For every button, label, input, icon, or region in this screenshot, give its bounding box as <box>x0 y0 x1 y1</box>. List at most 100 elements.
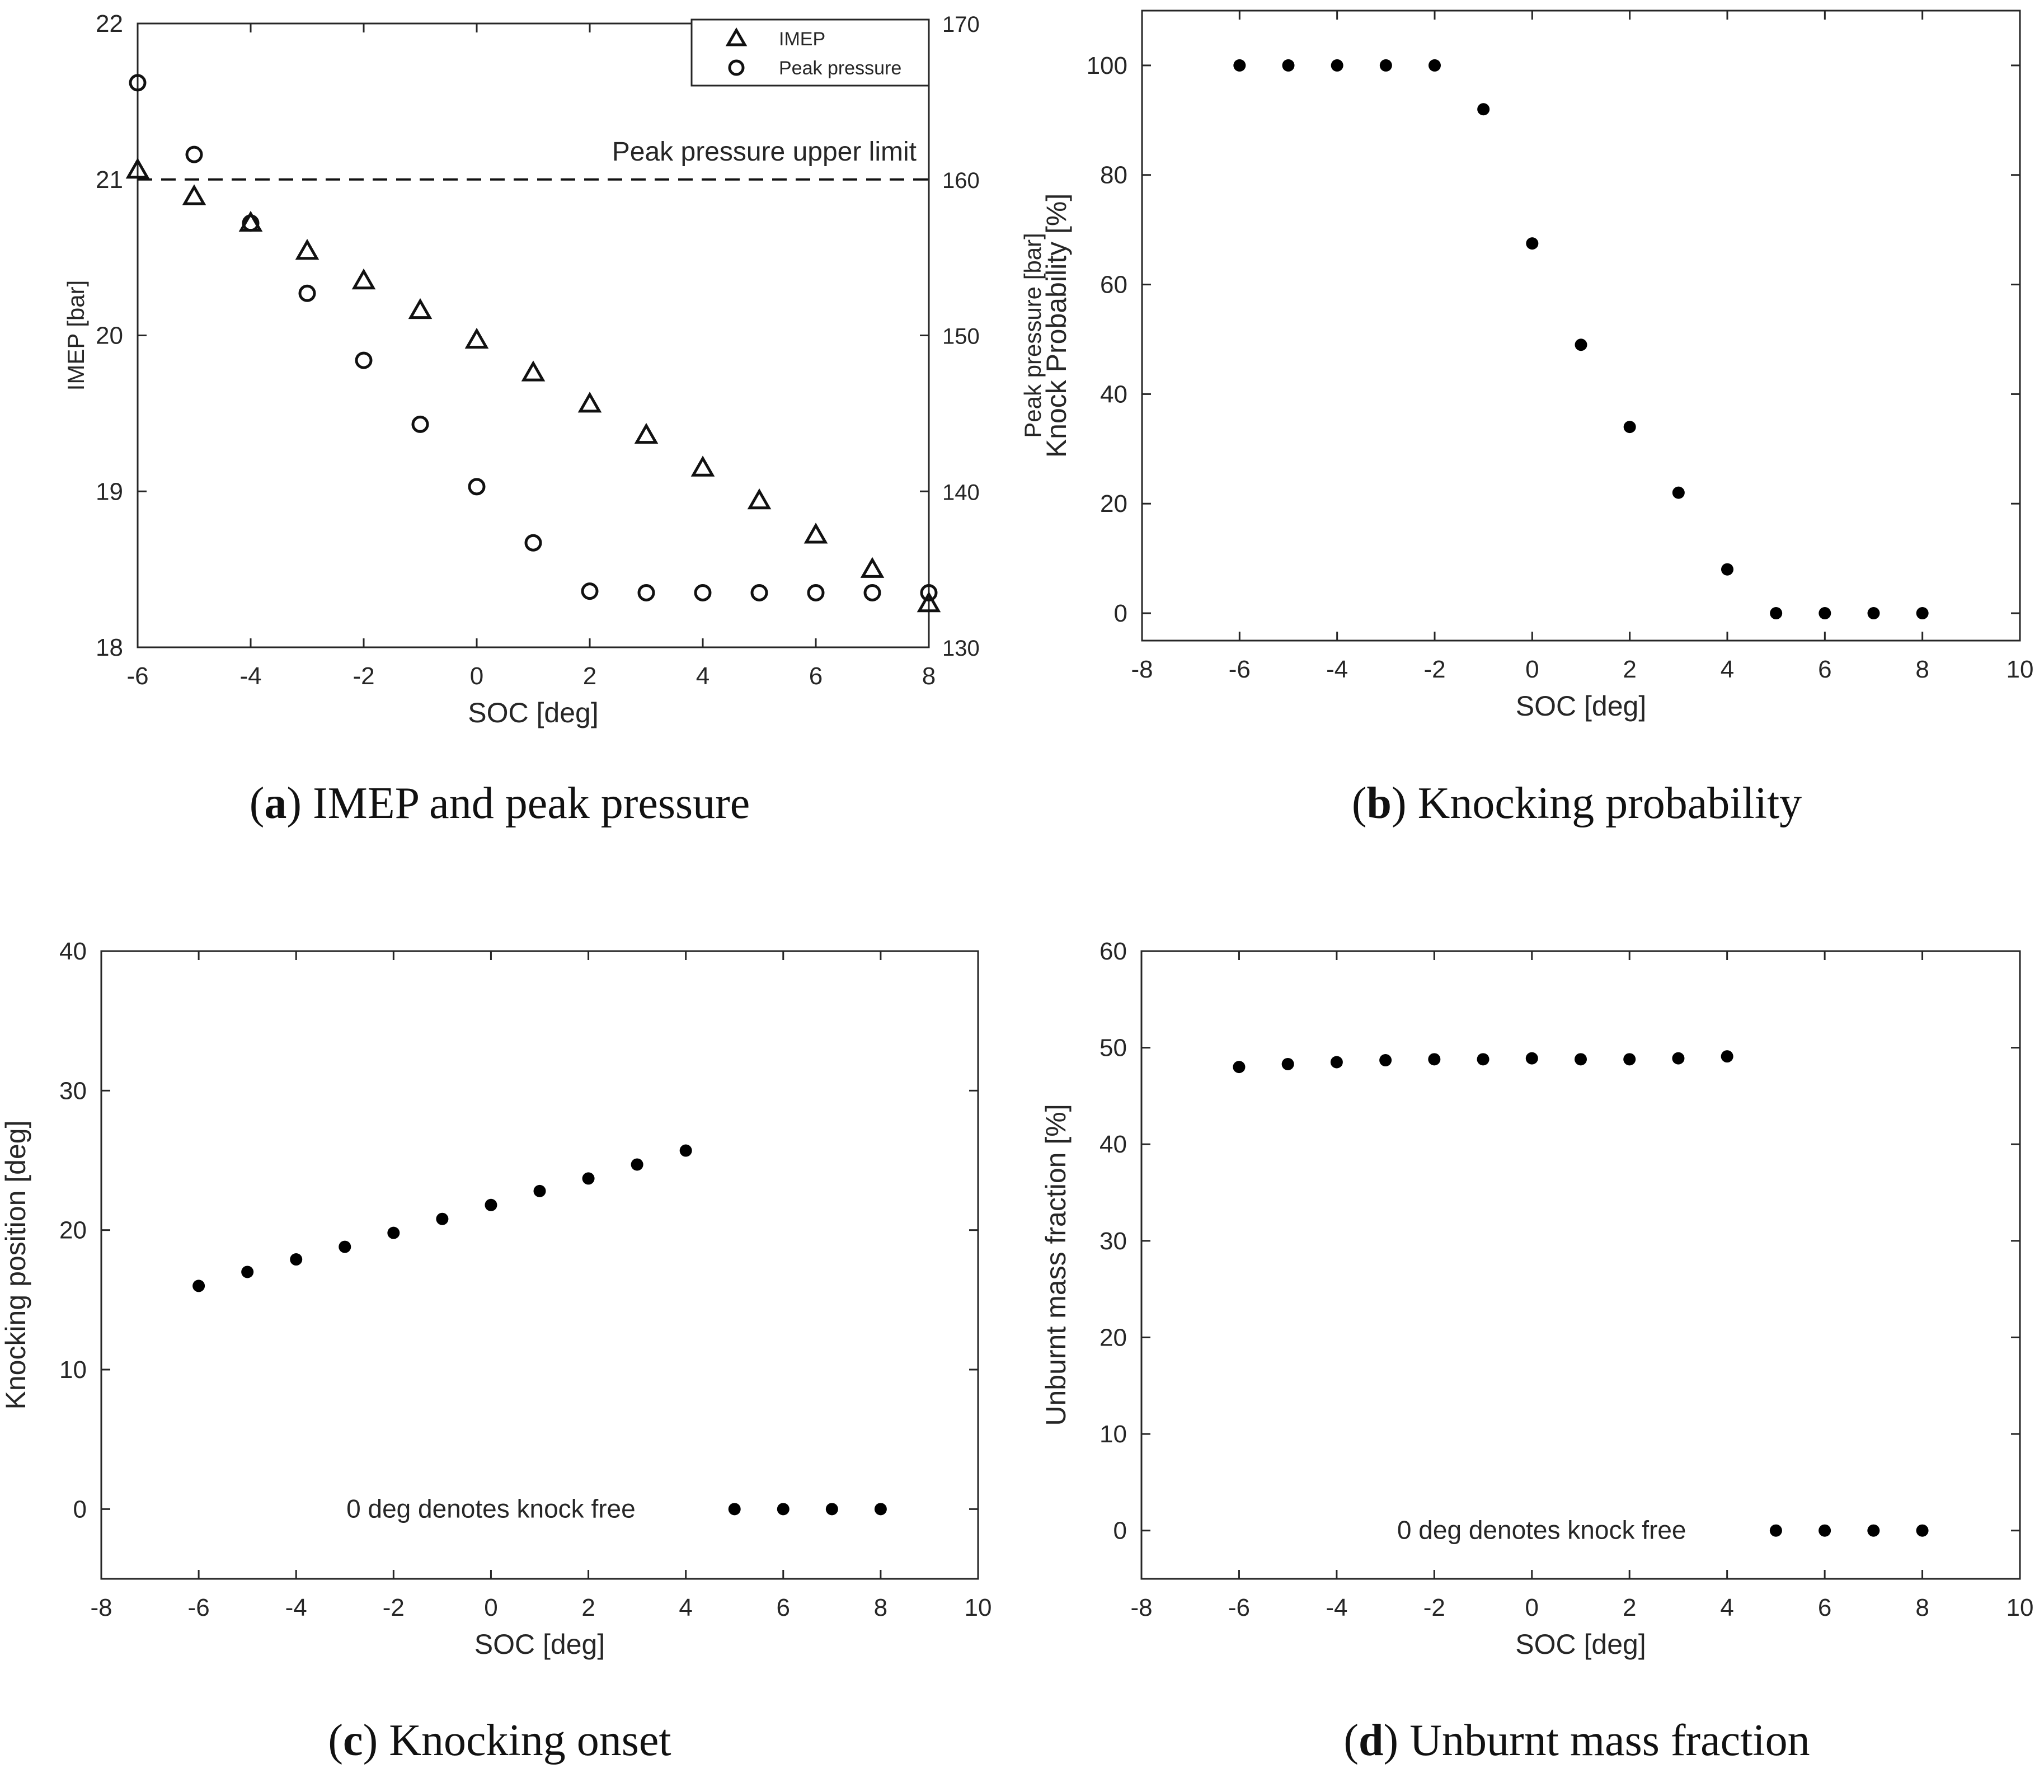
data-point <box>1623 421 1636 434</box>
y-tick-label: 10 <box>1099 1421 1127 1448</box>
data-point <box>1233 1061 1246 1074</box>
imep-point <box>634 422 659 444</box>
x-tick-label: 0 <box>484 1594 497 1621</box>
x-tick-label: -8 <box>1130 1594 1152 1621</box>
data-point <box>1281 1057 1294 1070</box>
legend: IMEP Peak pressure <box>690 18 930 87</box>
imep-point <box>747 488 772 510</box>
peak-pressure-point <box>411 415 429 433</box>
y-tick-label: 20 <box>1100 490 1127 518</box>
imep-point <box>464 327 489 349</box>
x-tick-label: 0 <box>1525 1594 1539 1621</box>
imep-point <box>521 360 546 382</box>
x-tick-label: -8 <box>90 1594 112 1621</box>
legend-box <box>690 18 930 87</box>
data-point <box>1477 103 1490 116</box>
data-point <box>1819 1524 1831 1537</box>
data-point <box>1867 607 1880 620</box>
data-point <box>241 1266 254 1278</box>
peak-pressure-point <box>807 584 825 601</box>
x-axis-label: SOC [deg] <box>468 697 598 728</box>
data-point <box>1916 607 1929 620</box>
x-tick-label: -6 <box>1228 1594 1250 1621</box>
y-tick-label: 30 <box>59 1077 87 1104</box>
data-point <box>192 1280 205 1292</box>
y-tick-label: 21 <box>96 166 123 194</box>
data-point <box>1379 1054 1392 1067</box>
plot-frame <box>1141 10 2021 642</box>
imep-point <box>125 157 150 179</box>
x-tick-label: 4 <box>1720 1594 1733 1621</box>
peak-pressure-point <box>581 582 599 600</box>
imep-point <box>351 268 376 290</box>
caption: (c) Knocking onset <box>328 1716 671 1765</box>
x-tick-label: -4 <box>1326 1594 1347 1621</box>
y2-tick-label: 130 <box>942 636 980 661</box>
x-tick-label: -4 <box>285 1594 307 1621</box>
y-axis-label: Unburnt mass fraction [%] <box>1040 1104 1072 1426</box>
peak-pressure-point <box>185 145 203 163</box>
x-tick-label: 2 <box>1623 1594 1636 1621</box>
x-tick-label: 0 <box>470 662 483 690</box>
x-tick-label: -8 <box>1131 656 1153 683</box>
caption: (d) Unburnt mass fraction <box>1343 1716 1810 1765</box>
legend-label: Peak pressure <box>779 58 901 79</box>
y-tick-label: 20 <box>59 1217 87 1244</box>
data-point <box>874 1503 887 1516</box>
imep-point <box>295 238 319 260</box>
data-point <box>1477 1053 1489 1066</box>
x-tick-label: 2 <box>581 1594 595 1621</box>
x-axis-label: SOC [deg] <box>1515 1629 1646 1660</box>
peak-pressure-point <box>920 584 938 601</box>
x-tick-label: -4 <box>239 662 261 690</box>
y-tick-label: 80 <box>1100 162 1127 189</box>
x-tick-label: 2 <box>583 662 596 690</box>
plot-frame <box>100 950 979 1580</box>
y-tick-label: 40 <box>1099 1131 1127 1158</box>
x-tick-label: 6 <box>1818 1594 1831 1621</box>
peak-pressure-point <box>468 478 486 496</box>
y-axis-label: IMEP [bar] <box>63 280 89 391</box>
x-tick-label: 8 <box>1915 656 1929 683</box>
peak-pressure-point <box>242 214 260 232</box>
y-tick-label: 20 <box>1099 1324 1127 1351</box>
data-point <box>1429 59 1441 72</box>
data-point <box>290 1253 303 1266</box>
data-point <box>1575 1053 1587 1066</box>
x-tick-label: 10 <box>2007 1594 2034 1621</box>
x-axis-label: SOC [deg] <box>474 1629 605 1660</box>
data-point <box>777 1503 790 1516</box>
y-tick-label: 19 <box>96 478 123 505</box>
x-axis-label: SOC [deg] <box>1516 690 1646 722</box>
peak-pressure-point <box>355 351 373 369</box>
y-axis-label: Knocking position [deg] <box>0 1120 31 1409</box>
data-point <box>1721 1050 1733 1063</box>
data-point <box>679 1144 692 1157</box>
x-tick-label: 6 <box>777 1594 790 1621</box>
x-tick-label: -6 <box>188 1594 210 1621</box>
x-tick-label: 10 <box>965 1594 992 1621</box>
chart-d: -8 -6 -4 -2 0 2 4 6 8 10 0 10 20 30 40 50 60 SOC [deg] Unb… <box>1040 938 2033 1765</box>
x-tick-label: 2 <box>1623 656 1636 683</box>
caption: (a) IMEP and peak pressure <box>250 779 750 828</box>
peak-pressure-point <box>298 284 316 302</box>
data-point <box>631 1158 643 1171</box>
x-tick-label: 8 <box>874 1594 887 1621</box>
data-point <box>533 1184 546 1197</box>
data-point <box>1769 1524 1782 1537</box>
imep-point <box>577 392 602 413</box>
knock-free-note: 0 deg denotes knock free <box>346 1494 636 1523</box>
x-tick-label: 10 <box>2007 656 2034 683</box>
x-tick-label: -2 <box>1423 1594 1445 1621</box>
y-tick-label: 60 <box>1099 938 1127 965</box>
x-tick-label: 4 <box>679 1594 692 1621</box>
knock-free-note: 0 deg denotes knock free <box>1397 1516 1686 1545</box>
y-tick-label: 0 <box>1114 600 1127 627</box>
y-axis-label: Knock Probability [%] <box>1041 194 1072 458</box>
peak-pressure-point <box>694 584 712 601</box>
imep-point <box>860 557 885 578</box>
x-tick-label: 8 <box>1915 1594 1929 1621</box>
x-tick-label: -2 <box>1423 656 1445 683</box>
